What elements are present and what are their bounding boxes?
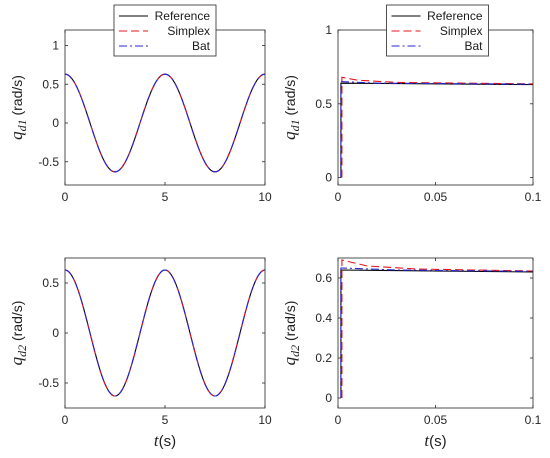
x-tick-label: 5 bbox=[162, 413, 169, 427]
y-label-unit: (rad/s) bbox=[282, 75, 298, 119]
x-tick-label: 0 bbox=[62, 190, 69, 204]
y-tick-label: 0.5 bbox=[42, 276, 59, 290]
y-tick-label: 0.4 bbox=[315, 311, 332, 325]
x-tick-label: 10 bbox=[258, 190, 272, 204]
y-tick-label: -0.5 bbox=[38, 376, 59, 390]
series-group bbox=[65, 73, 265, 173]
axes-frame bbox=[64, 257, 266, 409]
series-group bbox=[340, 76, 533, 178]
y-label-subscript: d2 bbox=[15, 345, 29, 357]
axes-frame bbox=[337, 257, 534, 409]
y-tick-label: 0 bbox=[52, 326, 59, 340]
series-line-reference bbox=[65, 73, 265, 173]
y-tick-label: 0.2 bbox=[315, 351, 332, 365]
series-group bbox=[340, 259, 533, 398]
series-group bbox=[65, 269, 265, 397]
series-line-bat bbox=[340, 267, 533, 398]
y-tick-label: -0.5 bbox=[38, 155, 59, 169]
y-tick-label: 0.6 bbox=[315, 271, 332, 285]
series-line-bat bbox=[340, 81, 533, 178]
x-tick-label: 0 bbox=[335, 413, 342, 427]
series-line-reference bbox=[340, 82, 533, 178]
x-tick-label: 10 bbox=[258, 413, 272, 427]
y-label-symbol: q bbox=[280, 356, 299, 365]
y-axis-label: qd1 (rad/s) bbox=[7, 75, 29, 140]
y-label-subscript: d1 bbox=[288, 119, 302, 131]
x-axis-label: t(s) bbox=[424, 431, 446, 450]
y-axis-label: qd1 (rad/s) bbox=[280, 75, 302, 140]
series-line-bat bbox=[65, 269, 265, 397]
series-line-simplex bbox=[65, 269, 265, 397]
plot-p2: 0 0.05 0.1 0 0.5 1 qd1 (rad/s) ReferenceSimplex… bbox=[280, 4, 542, 204]
legend-label-simplex: Simplex bbox=[440, 24, 483, 38]
y-label-unit: (rad/s) bbox=[9, 301, 25, 345]
y-label-symbol: q bbox=[280, 131, 299, 140]
y-label-unit: (rad/s) bbox=[9, 75, 25, 119]
y-tick-label: 0.5 bbox=[315, 97, 332, 111]
y-label-symbol: q bbox=[7, 356, 26, 365]
x-tick-label: 0.1 bbox=[525, 413, 542, 427]
series-line-reference bbox=[65, 269, 265, 397]
y-axis-label: qd2 (rad/s) bbox=[7, 301, 29, 366]
series-line-reference bbox=[340, 269, 533, 398]
legend-label-reference: Reference bbox=[427, 9, 483, 23]
y-tick-label: 1 bbox=[325, 23, 332, 37]
y-label-subscript: d2 bbox=[288, 345, 302, 357]
plot-p4: 0 0.05 0.1 0 0.2 0.4 0.6 qd2 (rad/s) t(s) bbox=[280, 257, 542, 450]
y-tick-label: 1 bbox=[52, 39, 59, 53]
x-tick-label: 0.05 bbox=[424, 190, 448, 204]
x-tick-label: 0 bbox=[335, 190, 342, 204]
legend-label-bat: Bat bbox=[192, 39, 211, 53]
legend-label-simplex: Simplex bbox=[167, 24, 210, 38]
y-tick-label: 0 bbox=[325, 171, 332, 185]
y-label-subscript: d1 bbox=[15, 119, 29, 131]
x-axis-label: t(s) bbox=[154, 431, 176, 450]
x-tick-label: 5 bbox=[162, 190, 169, 204]
series-line-simplex bbox=[65, 73, 265, 173]
y-label-symbol: q bbox=[7, 131, 26, 140]
series-line-bat bbox=[65, 73, 265, 173]
plot-p1: 0 5 10 -0.5 0 0.5 1 qd1 (rad/s) ReferenceSimplex… bbox=[7, 4, 272, 204]
y-tick-label: 0 bbox=[52, 116, 59, 130]
series-line-simplex bbox=[341, 76, 533, 178]
x-tick-label: 0.05 bbox=[424, 413, 448, 427]
legend-label-bat: Bat bbox=[464, 39, 483, 53]
x-tick-label: 0.1 bbox=[525, 190, 542, 204]
legend-label-reference: Reference bbox=[155, 9, 211, 23]
y-tick-label: 0 bbox=[325, 391, 332, 405]
series-line-simplex bbox=[341, 259, 533, 398]
y-label-unit: (rad/s) bbox=[282, 301, 298, 345]
x-tick-label: 0 bbox=[62, 413, 69, 427]
y-axis-label: qd2 (rad/s) bbox=[280, 301, 302, 366]
plot-p3: 0 5 10 -0.5 0 0.5 qd2 (rad/s) t(s) bbox=[7, 257, 272, 450]
y-tick-label: 0.5 bbox=[42, 77, 59, 91]
